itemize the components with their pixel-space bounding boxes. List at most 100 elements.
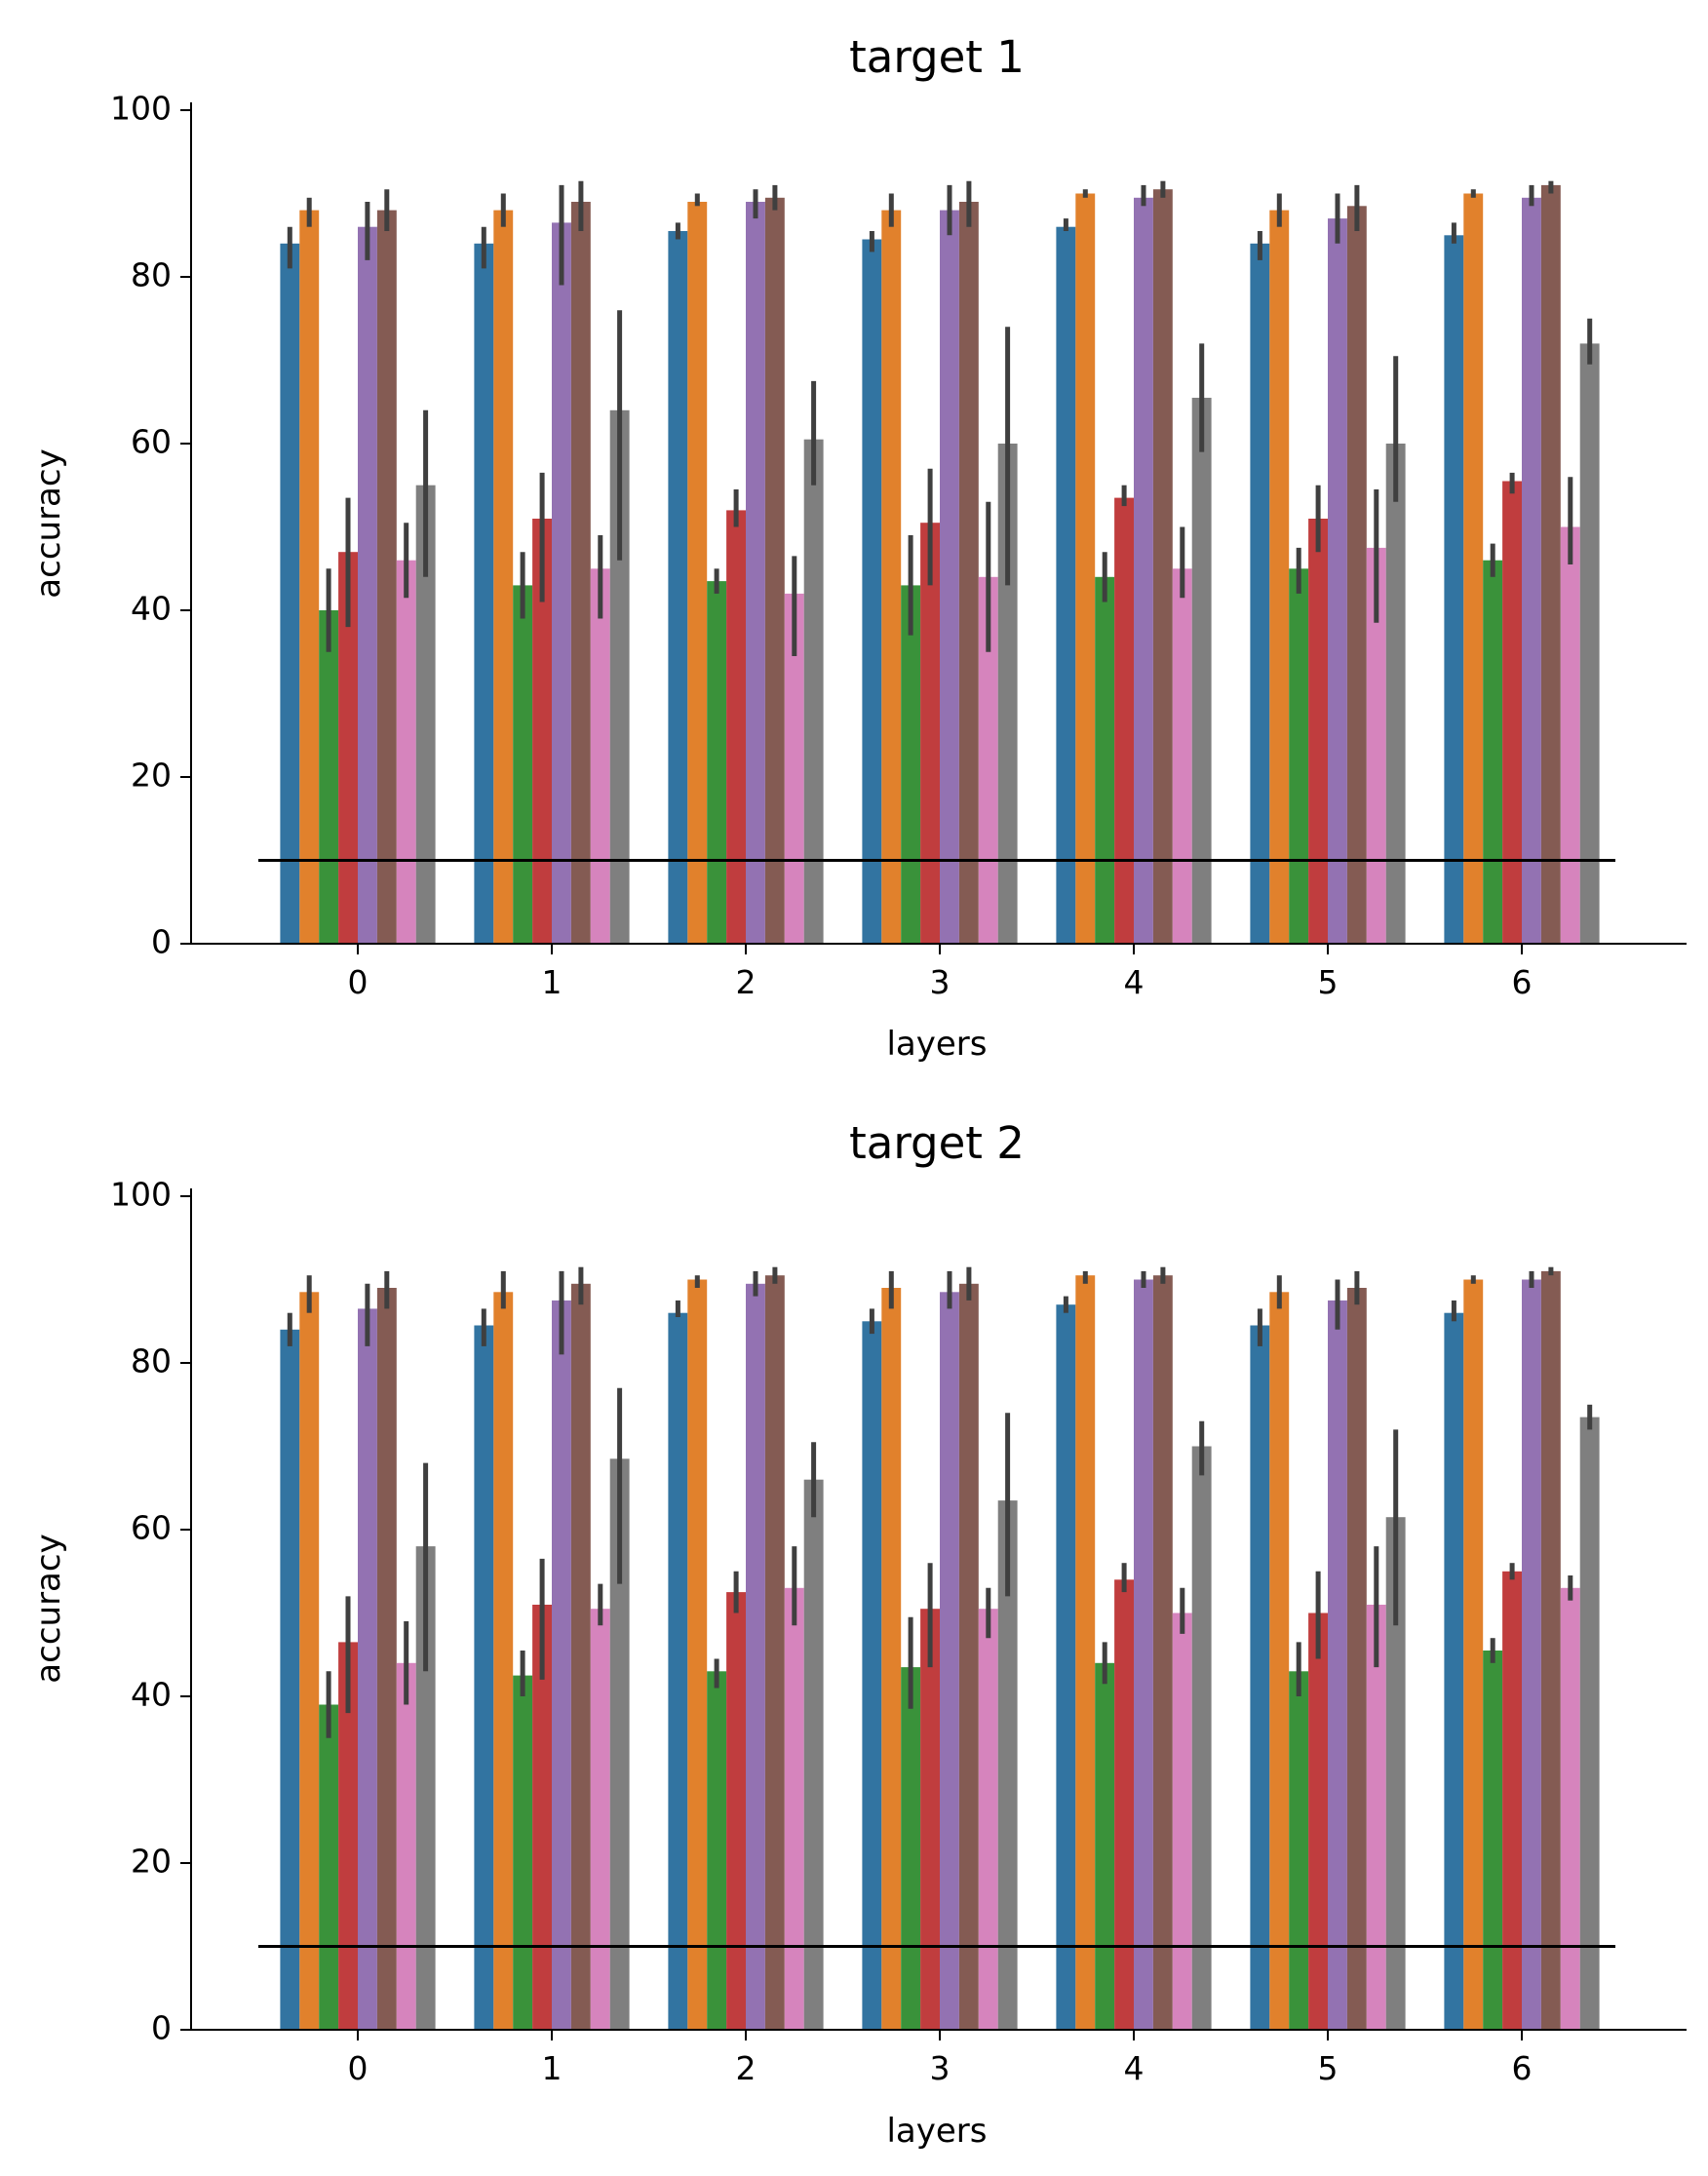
x-tick-label: 2	[736, 963, 757, 1001]
bar	[319, 610, 339, 944]
bar	[1483, 1651, 1503, 2030]
bar	[532, 519, 552, 944]
bar	[474, 1325, 494, 2030]
x-tick-label: 0	[348, 963, 369, 1001]
bar	[803, 1479, 824, 2030]
y-tick-label: 40	[131, 1676, 172, 1714]
x-tick-label: 5	[1318, 2049, 1339, 2087]
bar	[784, 593, 804, 944]
bar	[881, 210, 902, 945]
bar	[1346, 1288, 1367, 2030]
bar	[1289, 1671, 1309, 2030]
x-tick-label: 1	[542, 2049, 563, 2087]
bar	[1560, 526, 1580, 944]
bar	[532, 1605, 552, 2030]
bar	[319, 1704, 339, 2030]
bar	[338, 1642, 358, 2030]
bar	[726, 1592, 746, 2030]
bar	[415, 485, 436, 944]
bar	[687, 202, 708, 944]
bar	[1269, 1292, 1290, 2030]
bar	[358, 1308, 377, 2030]
bar	[1114, 497, 1134, 944]
bar	[764, 1275, 785, 2030]
bar	[1056, 226, 1076, 944]
bar	[609, 1458, 630, 2030]
bar	[358, 226, 377, 944]
bar	[707, 581, 727, 944]
bar	[1095, 1662, 1115, 2030]
bar	[513, 1675, 533, 2030]
x-tick-label: 1	[542, 963, 563, 1001]
bar	[901, 1667, 921, 2030]
bar	[1502, 1571, 1522, 2031]
bar	[1152, 189, 1173, 944]
bar	[1134, 1279, 1153, 2030]
y-tick-label: 80	[131, 256, 172, 294]
bar	[396, 560, 416, 944]
bar	[609, 409, 630, 944]
bar	[280, 243, 300, 945]
x-tick-label: 0	[348, 2049, 369, 2087]
bar	[1346, 206, 1367, 945]
bar	[803, 439, 824, 944]
bar	[958, 202, 979, 944]
bar	[1114, 1579, 1134, 2030]
x-tick-label: 6	[1512, 2049, 1533, 2087]
bar	[338, 552, 358, 944]
bar	[1134, 197, 1153, 945]
y-axis-ticks: 0 20 40 60 80 100	[110, 90, 172, 961]
bar	[1522, 197, 1541, 945]
bar	[940, 1292, 959, 2030]
bar	[1540, 1270, 1561, 2030]
bar	[997, 444, 1018, 944]
bar	[299, 210, 320, 945]
bar	[1444, 1312, 1464, 2030]
bar	[590, 1609, 610, 2030]
bar	[920, 523, 940, 944]
bar	[707, 1671, 727, 2030]
bar	[1463, 1279, 1484, 2030]
x-tick-label: 4	[1124, 2049, 1145, 2087]
bar	[1075, 193, 1096, 944]
chart-target-2: target 2 accuracy layers 0 20 40 60 80 1…	[29, 1117, 1687, 2151]
plot-area	[180, 102, 1687, 954]
bar	[299, 1292, 320, 2030]
bar	[493, 210, 514, 945]
bar	[1289, 568, 1309, 945]
bar	[901, 585, 921, 944]
x-tick-label: 6	[1512, 963, 1533, 1001]
bar	[552, 1300, 571, 2030]
y-tick-label: 20	[131, 1843, 172, 1881]
x-axis-label: layers	[886, 2112, 987, 2151]
bar	[1152, 1275, 1173, 2030]
bar	[668, 1312, 688, 2030]
y-tick-label: 0	[151, 2009, 172, 2047]
bar	[1502, 481, 1522, 944]
chart-title: target 1	[849, 31, 1025, 83]
bar	[746, 202, 765, 944]
y-axis-label: accuracy	[29, 448, 68, 598]
bar	[376, 210, 397, 945]
bar	[415, 1546, 436, 2030]
x-tick-label: 3	[930, 2049, 951, 2087]
bar	[1385, 444, 1406, 944]
x-tick-label: 5	[1318, 963, 1339, 1001]
bar	[1191, 1446, 1212, 2030]
bar	[1250, 1325, 1270, 2030]
bar	[1056, 1304, 1076, 2030]
bar	[784, 1587, 804, 2030]
y-tick-label: 20	[131, 757, 172, 795]
bar	[881, 1288, 902, 2030]
x-axis-ticks: 0 1 2 3 4 5 6	[348, 963, 1533, 1001]
bar	[1172, 568, 1192, 945]
y-axis-ticks: 0 20 40 60 80 100	[110, 1176, 172, 2047]
bar	[1095, 576, 1115, 944]
bar	[493, 1292, 514, 2030]
bar	[1522, 1279, 1541, 2030]
bar	[1444, 235, 1464, 945]
bar	[1308, 519, 1328, 944]
bar	[1366, 1605, 1386, 2030]
y-tick-label: 60	[131, 423, 172, 461]
